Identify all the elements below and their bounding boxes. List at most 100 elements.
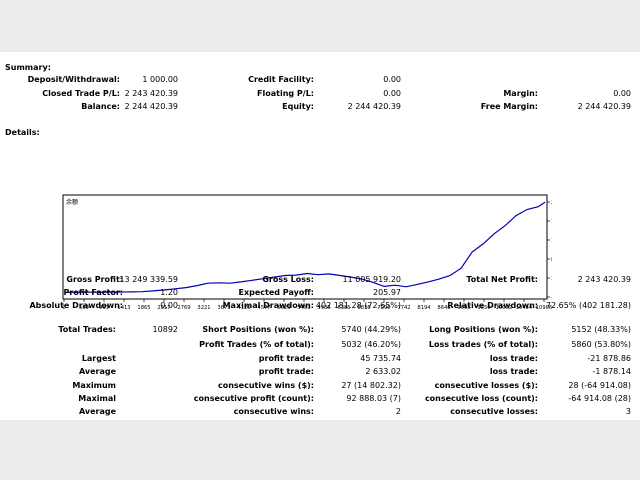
x-tick-label: 2317 <box>157 305 170 311</box>
y-tick-label: 1296585 <box>551 238 552 244</box>
largest-label: Largest <box>81 354 116 363</box>
x-tick-label: 2769 <box>177 305 190 311</box>
profit-factor-value: 1.20 <box>160 288 178 297</box>
largest-loss-label: loss trade: <box>489 354 538 363</box>
x-tick-label: 509 <box>79 305 89 311</box>
short-positions-label: Short Positions (won %): <box>202 325 314 334</box>
strategy-report: Summary: Deposit/Withdrawal: 1 000.00 Cr… <box>0 52 640 420</box>
rel-drawdown-label: Relative Drawdown: <box>447 301 538 310</box>
x-tick-label: 10454 <box>516 305 533 311</box>
total-trades-label: Total Trades: <box>58 325 116 334</box>
x-tick-label: 1865 <box>137 305 150 311</box>
max-cons-losses-label: consecutive losses ($): <box>434 381 538 390</box>
max-cons-wins-value: 27 (14 802.32) <box>341 381 401 390</box>
expected-payoff-value: 205.97 <box>373 288 401 297</box>
x-tick-label: 10002 <box>496 305 513 311</box>
short-positions-value: 5740 (44.29%) <box>341 325 401 334</box>
y-tick-label: 357589 <box>551 276 552 282</box>
avg-cons-wins-value: 2 <box>395 407 401 416</box>
x-tick-label: 6836 <box>357 305 370 311</box>
balance-chart: 余额 0 509 961 1413 1865 2317 2769 3221 3673 4125 45… <box>62 194 552 311</box>
x-tick-label: 5029 <box>277 305 290 311</box>
avg-cons-losses-label: consecutive losses: <box>450 407 538 416</box>
max-drawdown-value: 402 181.28 (72.65%) <box>315 301 401 310</box>
y-tick-label: 1766083 <box>551 219 552 225</box>
summary-heading: Summary: <box>5 63 51 72</box>
profit-trades-label: Profit Trades (% of total): <box>199 340 314 349</box>
y-axis-ticks: 2235581 1766083 1296585 827087 357589 -111909 <box>547 200 552 301</box>
floating-label: Floating P/L: <box>257 89 314 98</box>
y-tick-label: 827087 <box>551 257 552 263</box>
average-cons-label: Average <box>78 407 116 416</box>
average-profit-label: profit trade: <box>258 367 314 376</box>
gross-profit-label: Gross Profit: <box>66 275 123 284</box>
chart-plot-area <box>62 194 548 300</box>
maximal-loss-label: consecutive loss (count): <box>424 394 538 403</box>
average-label: Average <box>78 367 116 376</box>
x-axis-ticks: 0 509 961 1413 1865 2317 2769 3221 3673 4125 4577 5… <box>62 299 552 311</box>
chart-title: 余额 <box>66 198 78 206</box>
x-tick-label: 4125 <box>237 305 250 311</box>
max-cons-losses-value: 28 (-64 914.08) <box>568 381 631 390</box>
x-tick-label: 961 <box>99 305 109 311</box>
x-tick-label: 6385 <box>337 305 350 311</box>
x-tick-label: 4577 <box>257 305 270 311</box>
balance-series-line <box>64 201 546 293</box>
floating-value: 0.00 <box>383 89 401 98</box>
equity-label: Equity: <box>282 102 314 111</box>
abs-drawdown-value: 0.00 <box>160 301 178 310</box>
details-heading: Details: <box>5 128 40 137</box>
expected-payoff-label: Expected Payoff: <box>238 288 314 297</box>
equity-value: 2 244 420.39 <box>347 102 401 111</box>
x-tick-label: 3673 <box>217 305 230 311</box>
balance-value: 2 244 420.39 <box>124 102 178 111</box>
x-tick-label: 7742 <box>397 305 410 311</box>
credit-label: Credit Facility: <box>248 75 314 84</box>
x-tick-label: 5481 <box>297 305 310 311</box>
gross-loss-value: 11 005 919.20 <box>342 275 401 284</box>
long-positions-value: 5152 (48.33%) <box>571 325 631 334</box>
closed-label: Closed Trade P/L: <box>42 89 120 98</box>
largest-loss-value: -21 878.86 <box>587 354 631 363</box>
maximal-loss-value: -64 914.08 (28) <box>568 394 631 403</box>
abs-drawdown-label: Absolute Drawdown: <box>29 301 123 310</box>
x-tick-label: 10906 <box>536 305 552 311</box>
closed-value: 2 243 420.39 <box>124 89 178 98</box>
avg-cons-losses-value: 3 <box>625 407 631 416</box>
profit-factor-label: Profit Factor: <box>63 288 123 297</box>
net-profit-value: 2 243 420.39 <box>577 275 631 284</box>
total-trades-value: 10892 <box>152 325 178 334</box>
x-tick-label: 8194 <box>417 305 431 311</box>
maximal-label: Maximal <box>78 394 116 403</box>
avg-cons-wins-label: consecutive wins: <box>233 407 314 416</box>
gross-loss-label: Gross Loss: <box>262 275 314 284</box>
free-margin-value: 2 244 420.39 <box>577 102 631 111</box>
loss-trades-value: 5860 (53.80%) <box>571 340 631 349</box>
average-loss-label: loss trade: <box>489 367 538 376</box>
x-tick-label: 7290 <box>377 305 390 311</box>
deposit-label: Deposit/Withdrawal: <box>27 75 120 84</box>
maximal-profit-value: 92 888.03 (7) <box>346 394 401 403</box>
margin-value: 0.00 <box>613 89 631 98</box>
average-profit-value: 2 633.02 <box>365 367 401 376</box>
net-profit-label: Total Net Profit: <box>466 275 538 284</box>
rel-drawdown-value: 72.65% (402 181.28) <box>545 301 631 310</box>
x-tick-label: 0 <box>62 305 65 311</box>
x-tick-label: 3221 <box>197 305 210 311</box>
margin-label: Margin: <box>503 89 538 98</box>
loss-trades-label: Loss trades (% of total): <box>428 340 538 349</box>
max-drawdown-label: Maximal Drawdown: <box>222 301 314 310</box>
x-tick-label: 9550 <box>477 305 490 311</box>
max-cons-wins-label: consecutive wins ($): <box>217 381 314 390</box>
long-positions-label: Long Positions (won %): <box>429 325 538 334</box>
deposit-value: 1 000.00 <box>142 75 178 84</box>
average-loss-value: -1 878.14 <box>592 367 631 376</box>
free-margin-label: Free Margin: <box>480 102 538 111</box>
y-tick-label: -111909 <box>551 295 552 301</box>
largest-profit-value: 45 735.74 <box>360 354 401 363</box>
maximum-label: Maximum <box>72 381 116 390</box>
profit-trades-value: 5032 (46.20%) <box>341 340 401 349</box>
y-tick-label: 2235581 <box>551 200 552 206</box>
x-tick-label: 1413 <box>117 305 130 311</box>
x-tick-label: 8646 <box>437 305 450 311</box>
